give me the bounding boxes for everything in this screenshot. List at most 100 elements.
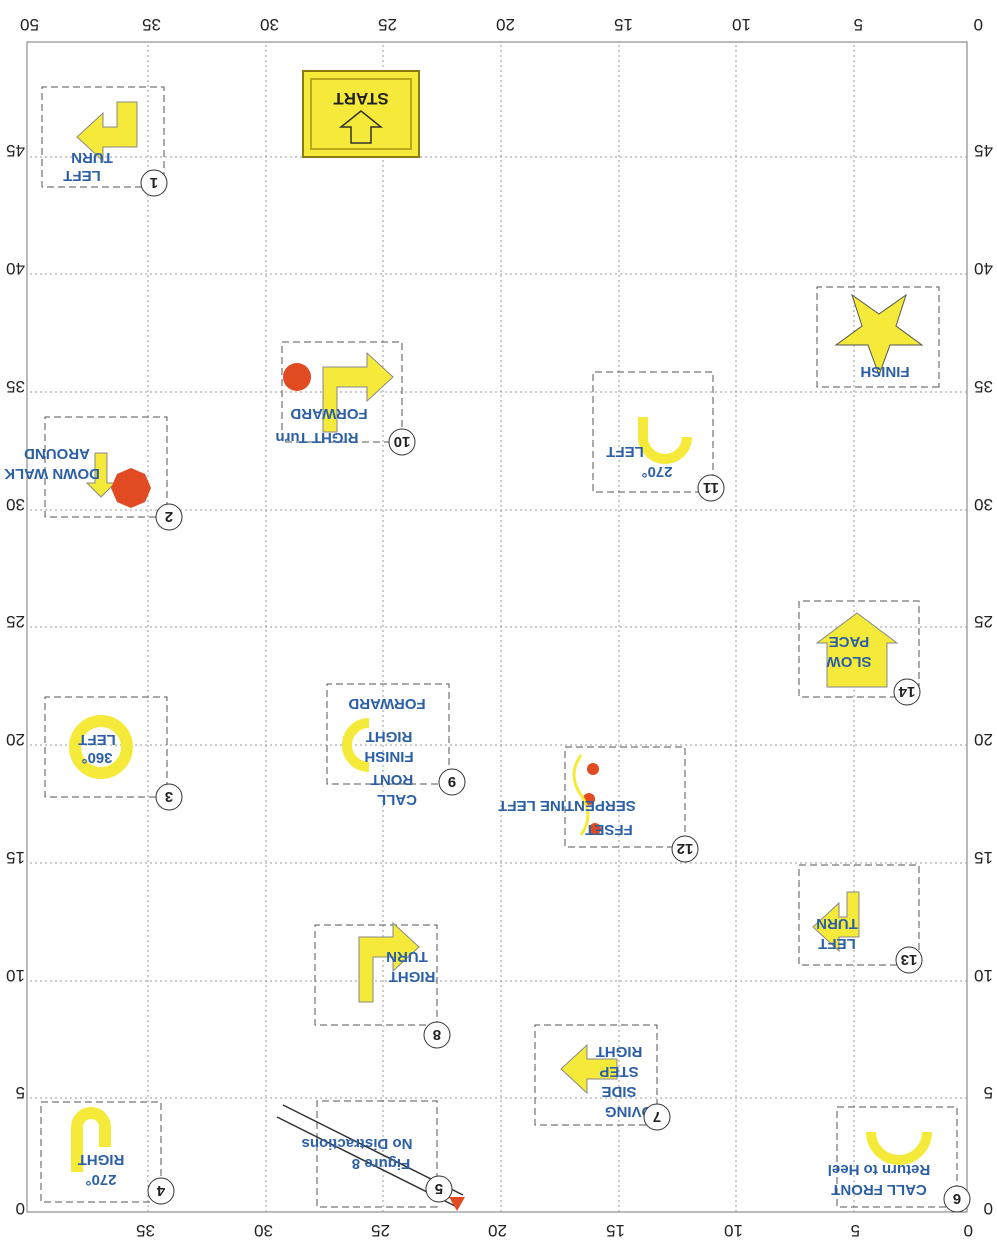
station-number-badge [147, 1177, 175, 1205]
svg-text:RIGHT: RIGHT [596, 1043, 643, 1060]
svg-text:30: 30 [974, 495, 993, 514]
station-8: RIGHT TURN 8 [314, 921, 451, 1049]
svg-text:LEFT: LEFT [63, 167, 101, 184]
svg-text:PACE: PACE [829, 633, 870, 650]
svg-text:OVING: OVING [605, 1103, 653, 1120]
grid [27, 42, 967, 1212]
svg-text:0: 0 [964, 1221, 973, 1240]
svg-text:30: 30 [254, 1221, 273, 1240]
svg-text:No Distractions: No Distractions [302, 1135, 413, 1152]
serpentine-path-icon [572, 754, 590, 836]
svg-text:15: 15 [974, 848, 993, 867]
svg-text:RONT: RONT [371, 771, 414, 788]
svg-text:5: 5 [984, 1083, 993, 1102]
station-4: 270° RIGHT 4 [40, 1101, 175, 1205]
svg-text:20: 20 [496, 15, 515, 34]
svg-text:2: 2 [165, 508, 173, 525]
svg-text:25: 25 [6, 612, 25, 631]
station-number-badge [643, 1103, 671, 1131]
station-number-badge [425, 1175, 453, 1203]
axis-right: 45 40 35 30 25 20 15 10 5 0 [6, 141, 25, 1218]
station-6: CALL FRONT Return to Heel 6 [828, 1106, 971, 1213]
svg-text:25: 25 [371, 1221, 390, 1240]
svg-text:0: 0 [984, 1199, 993, 1218]
svg-text:20: 20 [488, 1221, 507, 1240]
svg-text:Figure 8: Figure 8 [352, 1155, 410, 1172]
svg-text:35: 35 [136, 1221, 155, 1240]
svg-text:DOWN WALK: DOWN WALK [4, 465, 100, 482]
svg-text:FINISH: FINISH [364, 748, 413, 765]
svg-text:SIDE: SIDE [601, 1083, 636, 1100]
station-number-badge [140, 169, 168, 197]
svg-text:3: 3 [165, 788, 173, 805]
svg-text:40: 40 [6, 259, 25, 278]
svg-text:15: 15 [6, 848, 25, 867]
station-number-badge [671, 835, 699, 863]
station-14: SLOW PACE 14 [798, 600, 921, 706]
station-13: LEFT TURN 13 [798, 864, 923, 974]
svg-text:30: 30 [260, 15, 279, 34]
rotate-270-icon [71, 1107, 111, 1172]
svg-text:25: 25 [378, 15, 397, 34]
rotate-360-icon [69, 715, 133, 779]
station-number-badge [895, 946, 923, 974]
svg-text:AROUND: AROUND [24, 445, 90, 462]
svg-text:RIGHT: RIGHT [389, 968, 436, 985]
svg-text:360°: 360° [81, 749, 112, 766]
station-number-badge [155, 503, 183, 531]
svg-text:10: 10 [724, 1221, 743, 1240]
cone-icon [587, 763, 599, 775]
svg-text:LEFT: LEFT [818, 935, 856, 952]
svg-text:20: 20 [974, 730, 993, 749]
svg-text:RIGHT: RIGHT [78, 1151, 125, 1168]
station-number-badge [423, 1021, 451, 1049]
svg-text:45: 45 [974, 141, 993, 160]
slow-pace-arrow-icon [815, 612, 899, 688]
arrow-down-icon [338, 110, 384, 144]
svg-text:50: 50 [20, 15, 39, 34]
svg-text:CALL: CALL [377, 791, 417, 808]
svg-text:LEFT: LEFT [78, 731, 116, 748]
station-number-badge [697, 474, 725, 502]
svg-text:12: 12 [677, 840, 694, 857]
svg-text:35: 35 [974, 377, 993, 396]
svg-text:270°: 270° [85, 1171, 116, 1188]
svg-text:5: 5 [16, 1083, 25, 1102]
station-11: 270° LEFT 11 [592, 371, 725, 502]
svg-text:13: 13 [901, 951, 918, 968]
cone-icon [283, 363, 311, 391]
station-7: OVING SIDE STEP RIGHT 7 [534, 1024, 671, 1131]
axis-bottom: 0 5 10 15 20 25 30 35 50 [20, 15, 983, 34]
svg-text:STEP: STEP [599, 1063, 638, 1080]
svg-text:8: 8 [433, 1026, 441, 1043]
return-arrow-icon [866, 1131, 932, 1165]
svg-text:35: 35 [142, 15, 161, 34]
svg-text:25: 25 [974, 612, 993, 631]
svg-text:0: 0 [974, 15, 983, 34]
svg-text:SLOW: SLOW [826, 653, 872, 670]
cone-icon [111, 468, 151, 508]
svg-text:TURN: TURN [386, 948, 428, 965]
svg-text:270°: 270° [641, 463, 672, 480]
arrow-turn-icon [76, 101, 138, 163]
rotate-270-icon [638, 417, 692, 464]
svg-text:45: 45 [6, 141, 25, 160]
svg-text:FFSET: FFSET [585, 821, 633, 838]
axis-left: 45 40 35 30 25 20 15 10 5 0 [974, 141, 993, 1218]
svg-text:11: 11 [703, 479, 719, 496]
svg-text:4: 4 [156, 1182, 165, 1199]
station-number-badge [388, 428, 416, 456]
svg-text:40: 40 [974, 259, 993, 278]
finish-sign: FINISH [816, 286, 940, 388]
station-9: CALL RONT FINISH RIGHT FORWARD 9 [326, 683, 466, 808]
svg-text:RIGHT Turn: RIGHT Turn [275, 429, 358, 446]
svg-text:30: 30 [6, 495, 25, 514]
svg-text:10: 10 [6, 966, 25, 985]
svg-text:Return to Heel: Return to Heel [828, 1161, 931, 1178]
svg-text:5: 5 [854, 15, 863, 34]
station-number-badge [943, 1185, 971, 1213]
axis-top: 0 5 10 15 20 25 30 35 [136, 1221, 973, 1240]
svg-text:10: 10 [394, 433, 411, 450]
station-number-badge [893, 678, 921, 706]
star-icon [834, 293, 924, 377]
